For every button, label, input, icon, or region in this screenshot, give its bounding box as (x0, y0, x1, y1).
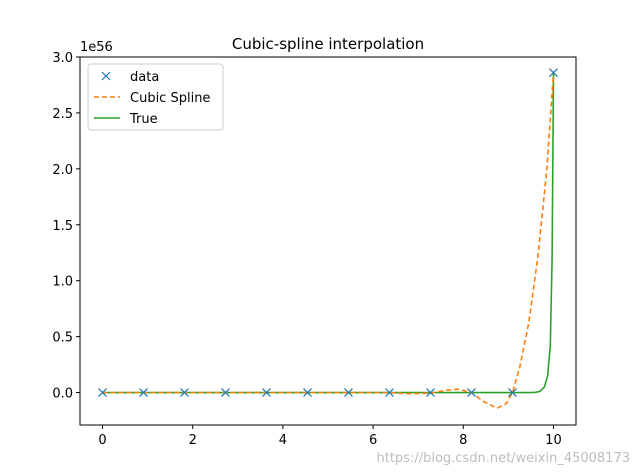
data-point (303, 388, 312, 397)
data-point (426, 388, 435, 397)
chart-title: Cubic-spline interpolation (232, 35, 424, 53)
y-tick-label: 0.0 (52, 387, 73, 402)
data-point (549, 68, 558, 78)
data-point (139, 388, 148, 397)
data-point (180, 388, 189, 397)
legend-marker (101, 71, 111, 81)
x-tick-label: 10 (545, 433, 562, 448)
true-line (102, 72, 555, 394)
legend-item-true: True (94, 112, 158, 127)
data-point (467, 388, 476, 397)
plot-frame (79, 56, 577, 426)
data-point (98, 388, 107, 397)
x-tick-label: 4 (279, 433, 287, 448)
data-point (508, 388, 517, 397)
data-point (262, 388, 271, 397)
data-point (344, 388, 353, 397)
legend-item-cubic-spline: Cubic Spline (94, 91, 210, 106)
legend-label: True (129, 112, 158, 127)
x-tick-label: 6 (369, 433, 377, 448)
legend-box (87, 63, 224, 131)
y-tick-label: 1.0 (52, 275, 73, 290)
y-offset-label: 1e56 (80, 40, 113, 55)
y-tick-label: 3.0 (52, 51, 73, 66)
legend-label: Cubic Spline (130, 91, 210, 106)
x-tick-label: 8 (459, 433, 467, 448)
y-tick-label: 0.5 (52, 331, 73, 346)
watermark: https://blog.csdn.net/weixin_45008173 (376, 451, 630, 466)
data-point (221, 388, 230, 397)
y-tick-label: 1.5 (52, 219, 73, 234)
x-tick-label: 2 (189, 433, 197, 448)
cubic-spline-line (102, 72, 555, 410)
legend: data Cubic Spline True (87, 63, 224, 131)
x-tick-label: 0 (98, 433, 106, 448)
legend-item-data: data (101, 70, 159, 85)
data-point (385, 388, 394, 397)
y-tick-label: 2.0 (52, 163, 73, 178)
y-tick-label: 2.5 (52, 107, 73, 122)
legend-label: data (130, 70, 159, 85)
